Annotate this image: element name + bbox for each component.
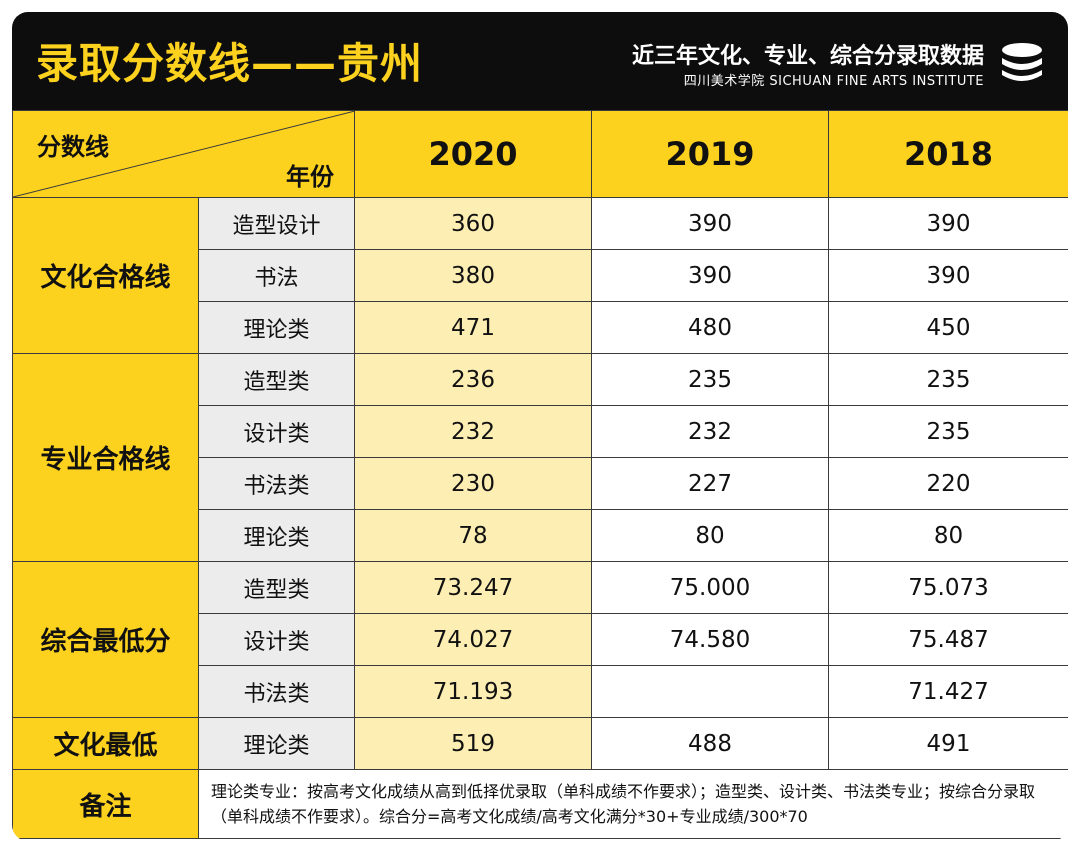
score-cell: 450 (828, 301, 1068, 354)
subcategory-cell: 设计类 (198, 613, 355, 666)
subcategory-cell: 理论类 (198, 717, 355, 770)
score-cell: 75.000 (591, 561, 829, 614)
subcategory-cell: 造型设计 (198, 197, 355, 250)
category-cell: 综合最低分 (12, 561, 199, 718)
subcategory-cell: 书法 (198, 249, 355, 302)
table-row: 书法类 230 227 220 (13, 457, 1068, 510)
score-cell: 471 (354, 301, 592, 354)
table-row: 文化合格线 造型设计 360 390 390 (12, 197, 1068, 354)
score-cell: 71.193 (354, 665, 592, 718)
note-text: 理论类专业：按高考文化成绩从高到低择优录取（单科成绩不作要求）；造型类、设计类、… (198, 769, 1068, 839)
corner-label-score: 分数线 (37, 133, 109, 161)
table-row: 书法类 71.193 71.427 (13, 665, 1068, 718)
note-label: 备注 (12, 769, 199, 839)
subcategory-cell: 理论类 (198, 509, 355, 562)
score-cell: 390 (828, 197, 1068, 250)
table-row: 理论类 471 480 450 (13, 301, 1068, 354)
table-row: 理论类 78 80 80 (13, 509, 1068, 562)
note-row: 备注 理论类专业：按高考文化成绩从高到低择优录取（单科成绩不作要求）；造型类、设计… (12, 769, 1068, 839)
subcategory-cell: 造型类 (198, 353, 355, 406)
score-cell: 360 (354, 197, 592, 250)
category-cell: 文化合格线 (12, 197, 199, 354)
score-cell: 519 (354, 717, 592, 770)
corner-cell: 分数线 年份 (12, 110, 355, 198)
table-row: 综合最低分 造型类 73.247 75.000 75.073 (12, 561, 1068, 718)
score-cell: 232 (354, 405, 592, 458)
subcategory-cell: 造型类 (198, 561, 355, 614)
score-cell: 71.427 (828, 665, 1068, 718)
score-cell: 390 (591, 197, 829, 250)
score-cell: 390 (591, 249, 829, 302)
score-cell: 235 (828, 405, 1068, 458)
score-table: 分数线 年份 2020 2019 2018 文化合格线 造型设计 360 390 390… (12, 110, 1068, 839)
score-cell: 80 (591, 509, 829, 562)
score-cell: 227 (591, 457, 829, 510)
score-cell: 74.580 (591, 613, 829, 666)
corner-label-year: 年份 (286, 163, 334, 191)
score-card: 录取分数线——贵州 近三年文化、专业、综合分录取数据 四川美术学院 SICHUA… (12, 12, 1068, 841)
category-cell: 文化最低 (12, 717, 199, 770)
score-cell: 232 (591, 405, 829, 458)
score-cell: 480 (591, 301, 829, 354)
score-cell: 74.027 (354, 613, 592, 666)
year-header: 2020 (354, 110, 592, 198)
page-title: 录取分数线——贵州 (36, 39, 424, 88)
table-row: 书法 380 390 390 (13, 249, 1068, 302)
subcategory-cell: 书法类 (198, 665, 355, 718)
table-row: 设计类 74.027 74.580 75.487 (13, 613, 1068, 666)
header-subtitle: 近三年文化、专业、综合分录取数据 (631, 44, 984, 69)
table-row: 设计类 232 232 235 (13, 405, 1068, 458)
year-header: 2019 (591, 110, 829, 198)
year-header-row: 分数线 年份 2020 2019 2018 (12, 110, 1068, 198)
score-cell: 491 (828, 717, 1068, 770)
score-cell: 80 (828, 509, 1068, 562)
score-cell: 78 (354, 509, 592, 562)
score-cell: 230 (354, 457, 592, 510)
institute-name: 四川美术学院 SICHUAN FINE ARTS INSTITUTE (683, 74, 984, 89)
header-bar: 录取分数线——贵州 近三年文化、专业、综合分录取数据 四川美术学院 SICHUA… (12, 12, 1068, 110)
score-cell: 73.247 (354, 561, 592, 614)
score-cell: 75.073 (828, 561, 1068, 614)
score-cell: 236 (354, 353, 592, 406)
score-cell: 390 (828, 249, 1068, 302)
score-cell: 75.487 (828, 613, 1068, 666)
subcategory-cell: 书法类 (198, 457, 355, 510)
score-cell: 488 (591, 717, 829, 770)
diagonal-line (13, 111, 355, 197)
year-header: 2018 (828, 110, 1068, 198)
stack-logo-icon (1002, 43, 1042, 81)
score-cell: 235 (828, 353, 1068, 406)
score-cell: 380 (354, 249, 592, 302)
score-cell: 220 (828, 457, 1068, 510)
table-row: 文化最低 理论类 519 488 491 (12, 717, 1068, 770)
score-cell: 235 (591, 353, 829, 406)
subcategory-cell: 设计类 (198, 405, 355, 458)
subcategory-cell: 理论类 (198, 301, 355, 354)
score-cell (591, 665, 829, 718)
category-cell: 专业合格线 (12, 353, 199, 562)
table-row: 专业合格线 造型类 236 235 235 (12, 353, 1068, 562)
